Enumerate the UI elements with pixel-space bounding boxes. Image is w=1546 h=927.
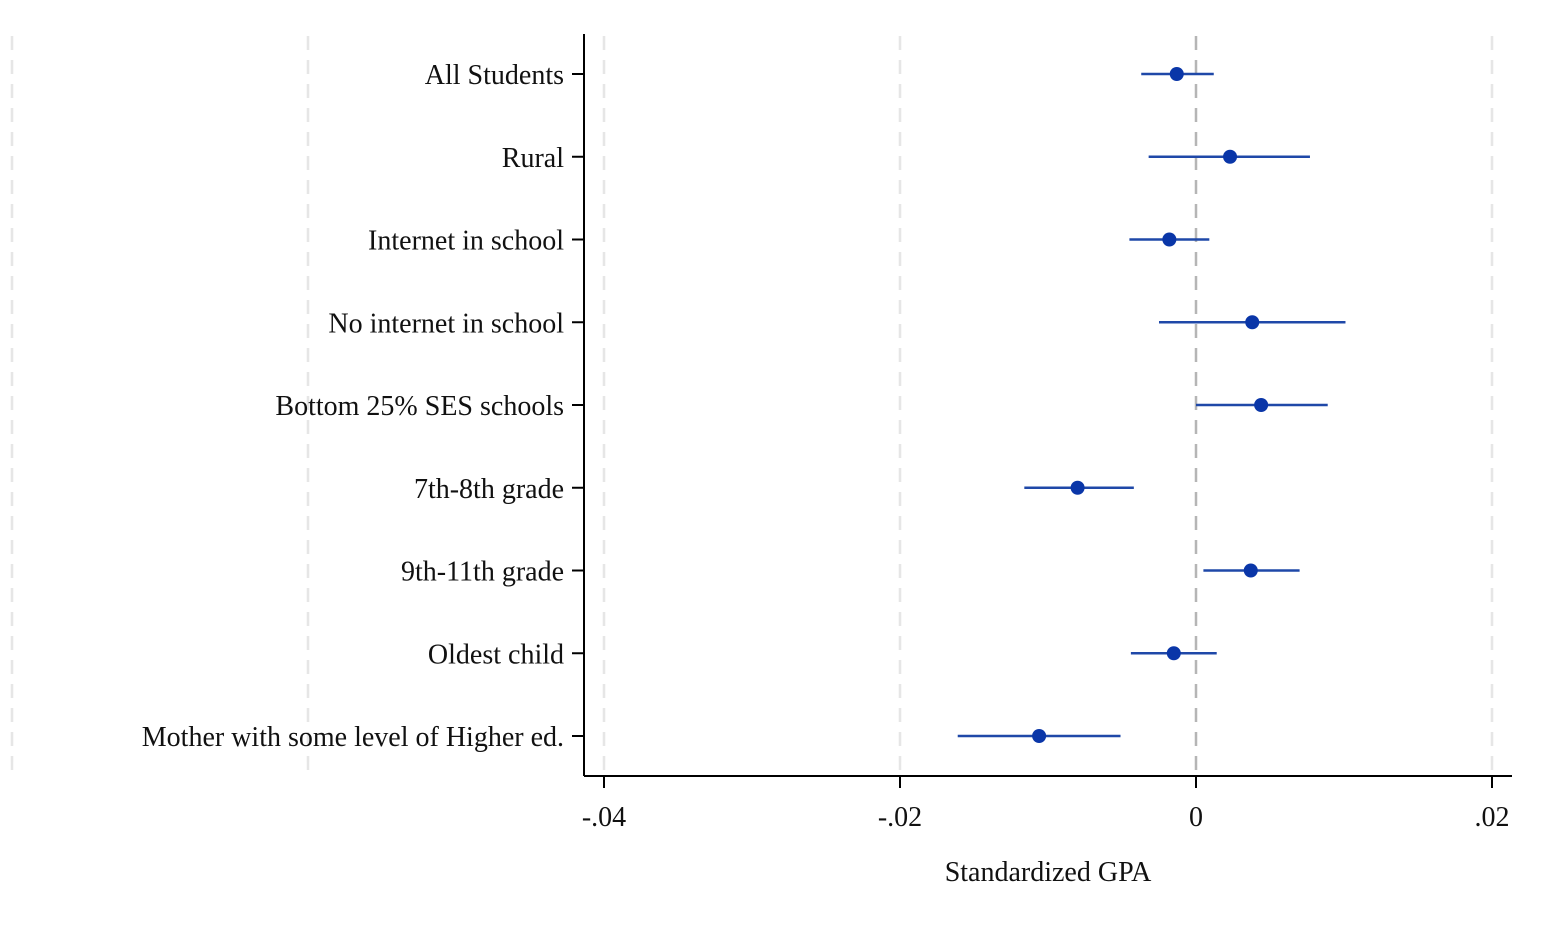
category-label: 9th-11th grade xyxy=(401,557,564,588)
point-estimate xyxy=(1243,563,1258,578)
point-estimate xyxy=(1254,398,1269,412)
point-estimate xyxy=(1245,315,1260,330)
point-estimate xyxy=(1169,67,1184,81)
category-label: Bottom 25% SES schools xyxy=(275,391,564,422)
point-estimate xyxy=(1032,729,1047,743)
x-tick-label: 0 xyxy=(1189,802,1203,833)
category-label-layer: All Students Rural Internet in school No in… xyxy=(142,60,564,753)
category-label: Mother with some level of Higher ed. xyxy=(142,722,564,753)
x-tick-label: -.04 xyxy=(582,802,626,833)
point-estimate xyxy=(1162,232,1177,247)
x-tick-label: .02 xyxy=(1475,802,1510,833)
category-label: Rural xyxy=(502,143,564,174)
x-axis-title: Standardized GPA xyxy=(945,857,1152,888)
category-label: All Students xyxy=(425,60,564,91)
point-estimate xyxy=(1166,646,1181,661)
point-estimate xyxy=(1070,480,1085,495)
x-tick-label-layer: -.04 -.02 0 .02 xyxy=(582,802,1510,833)
category-label: 7th-8th grade xyxy=(414,474,564,505)
point-estimate xyxy=(1223,149,1238,164)
axis-layer xyxy=(572,34,1512,788)
confidence-interval-layer xyxy=(957,72,1346,738)
category-label: No internet in school xyxy=(328,308,564,339)
category-label: Internet in school xyxy=(368,226,564,257)
estimate-point-layer xyxy=(1032,67,1269,743)
x-tick-label: -.02 xyxy=(878,802,922,833)
category-label: Oldest child xyxy=(428,639,564,670)
